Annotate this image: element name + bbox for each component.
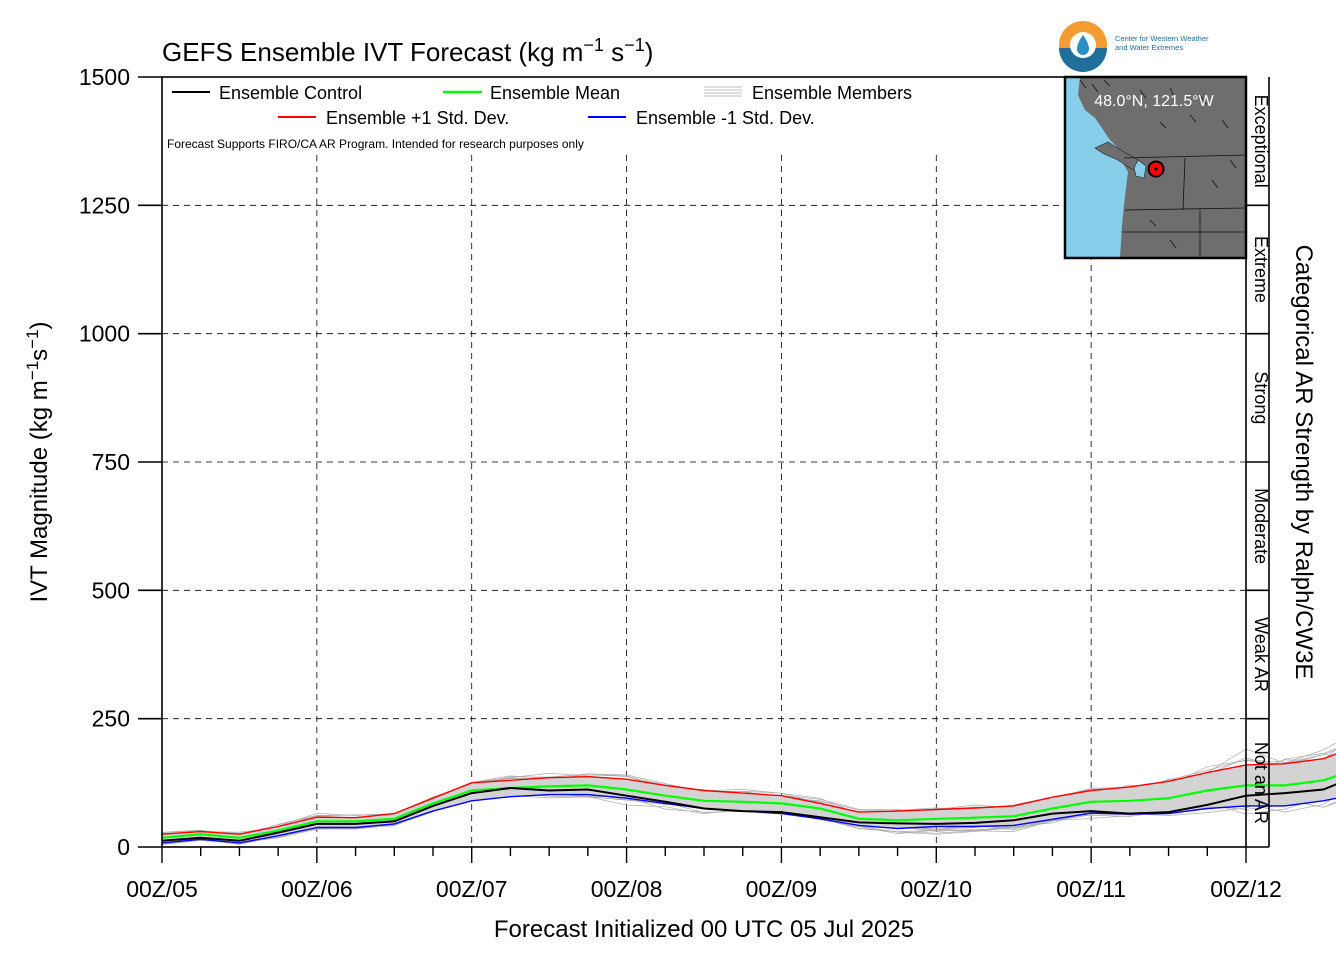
y-tick-label: 0 [117, 834, 130, 860]
x-tick-label: 00Z/11 [1056, 876, 1126, 902]
category-label: Extreme [1251, 236, 1271, 303]
chart-title: GEFS Ensemble IVT Forecast (kg m−1 s−1) [162, 35, 653, 67]
legend-label-mean: Ensemble Mean [490, 83, 620, 103]
x-tick-label: 00Z/05 [126, 876, 198, 902]
x-tick-label: 00Z/07 [436, 876, 508, 902]
legend-label-minus: Ensemble -1 Std. Dev. [636, 108, 815, 128]
inset-map: 48.0°N, 121.5°W [1063, 75, 1248, 260]
y-axis-label: IVT Magnitude (kg m−1s−1) [23, 321, 53, 602]
category-label: Weak AR [1251, 617, 1271, 692]
category-label: Moderate [1251, 488, 1271, 564]
legend-swatch-members [704, 86, 742, 97]
logo-text-line2: and Water Extremes [1115, 43, 1183, 52]
category-label: Exceptional [1251, 95, 1271, 188]
series-line-mean [161, 774, 1336, 839]
category-label: Strong [1251, 371, 1271, 424]
x-tick-label: 00Z/12 [1210, 876, 1282, 902]
logo-text-line1: Center for Western Weather [1115, 34, 1209, 43]
y-tick-label: 750 [92, 449, 130, 475]
x-tick-label: 00Z/08 [591, 876, 663, 902]
legend-label-plus: Ensemble +1 Std. Dev. [326, 108, 509, 128]
grid [162, 155, 1246, 847]
y-tick-label: 1500 [79, 64, 130, 90]
cw3e-logo: Center for Western Weather and Water Ext… [1059, 21, 1209, 72]
disclaimer-note: Forecast Supports FIRO/CA AR Program. In… [167, 137, 584, 151]
x-tick-label: 00Z/09 [746, 876, 818, 902]
x-axis: 00Z/05 00Z/06 00Z/07 00Z/08 00Z/09 00Z/10 00Z/… [126, 847, 1282, 902]
y-tick-label: 250 [92, 706, 130, 732]
category-axis: Not an AR Weak AR Moderate Strong Extreme Exc… [1246, 77, 1271, 848]
x-tick-label: 00Z/06 [281, 876, 353, 902]
y-tick-label: 1250 [79, 192, 130, 218]
right-axis-label: Categorical AR Strength by Ralph/CW3E [1290, 245, 1317, 680]
inset-location-label: 48.0°N, 121.5°W [1094, 93, 1214, 110]
legend-label-members: Ensemble Members [752, 83, 912, 103]
y-tick-label: 1000 [79, 321, 130, 347]
category-label: Not an AR [1251, 742, 1271, 824]
legend: Ensemble Control Ensemble Mean Ensemble … [167, 83, 912, 151]
x-axis-label: Forecast Initialized 00 UTC 05 Jul 2025 [494, 916, 914, 943]
y-axis: 0 250 500 750 1000 1250 1500 [79, 64, 162, 860]
x-tick-label: 00Z/10 [900, 876, 972, 902]
y-tick-label: 500 [92, 577, 130, 603]
legend-label-control: Ensemble Control [219, 83, 362, 103]
